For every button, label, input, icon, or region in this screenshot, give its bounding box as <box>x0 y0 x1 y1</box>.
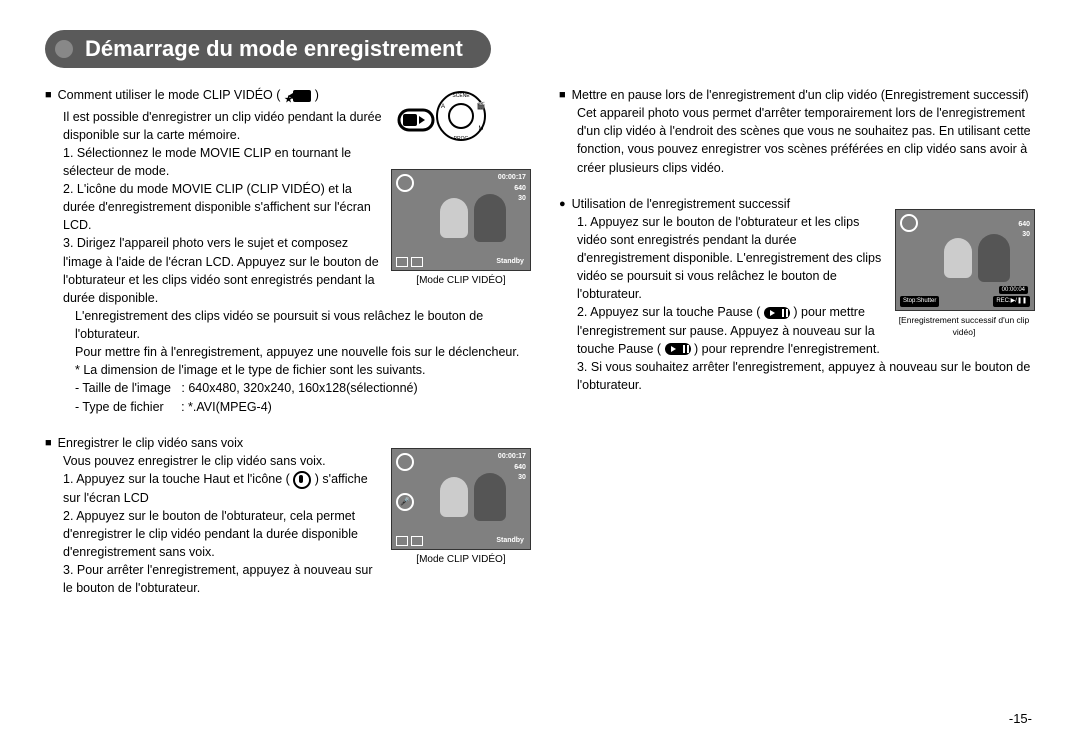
section-heading-1: Comment utiliser le mode CLIP VIDÉO ( ★ … <box>58 86 319 108</box>
lcd-photo-content-2 <box>422 469 520 529</box>
step-3-3: 3. Si vous souhaitez arrêter l'enregistr… <box>559 358 1035 394</box>
page-title: Démarrage du mode enregistrement <box>85 36 463 62</box>
movie-mode-icon-3 <box>900 214 918 232</box>
section-pause: ■ Mettre en pause lors de l'enregistreme… <box>559 86 1035 177</box>
file-type-line: - Type de fichier : *.AVI(MPEG-4) <box>45 398 531 416</box>
svg-text:🎬: 🎬 <box>477 101 486 110</box>
svg-text:A: A <box>441 104 445 110</box>
lcd-resolution-1: 64030 <box>514 184 526 204</box>
microphone-icon <box>293 471 311 489</box>
right-column: ■ Mettre en pause lors de l'enregistreme… <box>559 86 1035 615</box>
section-no-voice: 🎤 00:00:17 64030 Standby [Mode C <box>45 434 531 598</box>
lcd-standby-1: Standby <box>496 257 524 267</box>
figure-group-2: 🎤 00:00:17 64030 Standby [Mode C <box>391 448 531 568</box>
movie-mode-icon-2 <box>396 453 414 471</box>
content-columns: SCENE 🎬 A M PROG <box>45 86 1035 615</box>
svg-text:M: M <box>478 126 483 132</box>
svg-text:PROG: PROG <box>454 136 469 142</box>
section-heading-3: Mettre en pause lors de l'enregistrement… <box>572 86 1029 104</box>
paragraph-pause: Cet appareil photo vous permet d'arrêter… <box>559 104 1035 177</box>
manual-page: Démarrage du mode enregistrement SCENE 🎬… <box>0 0 1080 635</box>
step-1-3c: Pour mettre fin à l'enregistrement, appu… <box>45 343 531 361</box>
title-dot-icon <box>55 40 73 58</box>
lcd-standby-2: Standby <box>496 536 524 546</box>
figure-caption-1: [Mode CLIP VIDÉO] <box>391 274 531 289</box>
bullet-icon: ● <box>559 197 566 213</box>
left-column: SCENE 🎬 A M PROG <box>45 86 531 615</box>
page-number: -15- <box>1009 711 1032 726</box>
bullet-icon: ■ <box>45 436 52 452</box>
page-title-pill: Démarrage du mode enregistrement <box>45 30 491 68</box>
lcd-rec-bar: Stop:Shutter REC:▶/❚❚ <box>900 296 1030 307</box>
lcd-time-1: 00:00:17 <box>498 173 526 183</box>
lcd-photo-content <box>422 190 520 250</box>
section-successive: 64030 Stop:Shutter REC:▶/❚❚ 00:00:04 [En… <box>559 195 1035 394</box>
lcd-time-2: 00:00:17 <box>498 452 526 462</box>
figure-caption-2: [Mode CLIP VIDÉO] <box>391 553 531 568</box>
lcd-rec-time: 00:00:04 <box>999 278 1028 296</box>
mic-off-icon: 🎤 <box>396 493 414 511</box>
step-1-3b: L'enregistrement des clips vidéo se pour… <box>45 307 531 343</box>
lcd-status-icons-2 <box>396 536 423 546</box>
stop-shutter-label: Stop:Shutter <box>900 296 939 307</box>
image-size-line: - Taille de l'image : 640x480, 320x240, … <box>45 379 531 397</box>
svg-text:SCENE: SCENE <box>452 93 470 99</box>
mode-dial-illustration: SCENE 🎬 A M PROG <box>391 88 489 163</box>
rec-label: REC:▶/❚❚ <box>993 296 1030 307</box>
section-movie-clip: SCENE 🎬 A M PROG <box>45 86 531 416</box>
play-pause-icon <box>665 343 691 355</box>
bullet-icon: ■ <box>45 88 52 104</box>
figure-caption-3: [Enregistrement successif d'un clip vidé… <box>895 314 1033 339</box>
subsection-heading: Utilisation de l'enregistrement successi… <box>572 195 790 213</box>
lcd-resolution-2: 64030 <box>514 463 526 483</box>
bullet-icon: ■ <box>559 88 566 104</box>
movie-clip-icon <box>293 90 311 102</box>
lcd-screenshot-1: 00:00:17 64030 Standby <box>391 169 531 271</box>
lcd-status-icons <box>396 257 423 267</box>
figure-group-3: 64030 Stop:Shutter REC:▶/❚❚ 00:00:04 [En… <box>895 209 1035 339</box>
movie-mode-icon <box>396 174 414 192</box>
lcd-screenshot-2: 🎤 00:00:17 64030 Standby <box>391 448 531 550</box>
section-heading-2: Enregistrer le clip vidéo sans voix <box>58 434 244 452</box>
figure-group-1: SCENE 🎬 A M PROG <box>391 88 531 289</box>
lcd-resolution-3: 64030 <box>1018 220 1030 240</box>
note-line: * La dimension de l'image et le type de … <box>45 361 531 379</box>
play-pause-icon <box>764 307 790 319</box>
lcd-screenshot-3: 64030 Stop:Shutter REC:▶/❚❚ 00:00:04 <box>895 209 1035 311</box>
